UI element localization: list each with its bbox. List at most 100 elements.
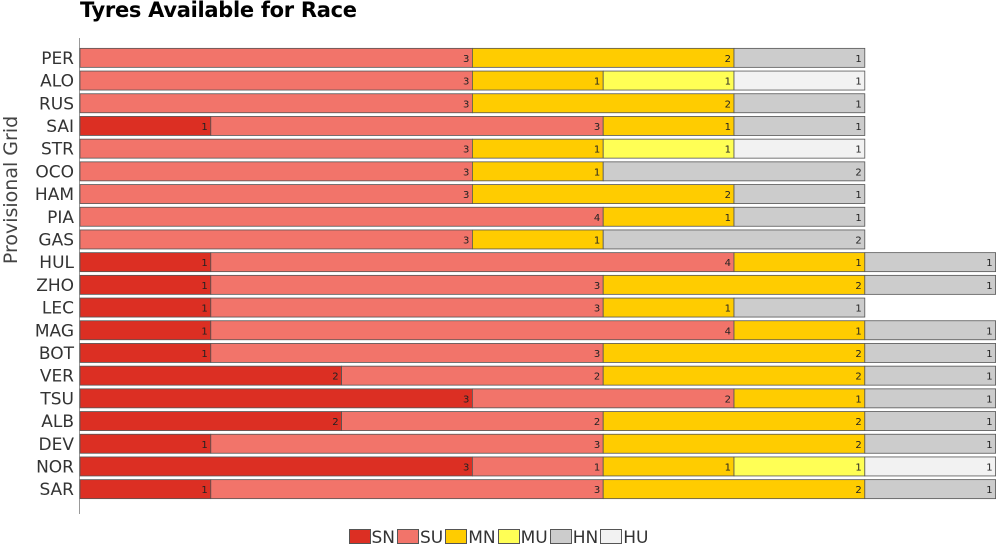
bar-segment <box>471 70 604 91</box>
bar-segment <box>602 70 735 91</box>
legend-swatch <box>445 529 468 544</box>
data-label: 2 <box>725 394 731 405</box>
bar-segment <box>733 388 866 409</box>
legend-label: HN <box>572 528 599 548</box>
legend-swatch <box>348 529 371 544</box>
bar-segment <box>733 206 866 227</box>
bar-segment <box>864 343 996 363</box>
bar-segment <box>471 184 735 204</box>
y-tick-label: VER <box>40 367 74 387</box>
data-label: 2 <box>594 372 600 383</box>
bar-segment <box>210 274 604 295</box>
bar-segment <box>864 411 996 431</box>
data-label: 1 <box>725 304 731 315</box>
bar-segment <box>79 138 473 159</box>
data-label: 1 <box>855 213 861 224</box>
bar-segment <box>733 138 866 159</box>
data-label: 3 <box>463 235 469 246</box>
data-label: 1 <box>201 258 207 269</box>
bar-segment <box>79 229 473 250</box>
bar-segment <box>79 388 473 409</box>
legend-swatch <box>549 529 572 544</box>
bar-segment <box>864 274 996 295</box>
y-tick-label: PER <box>41 49 74 69</box>
y-tick-label: PIA <box>47 208 74 228</box>
data-label: 2 <box>332 417 338 428</box>
data-label: 2 <box>855 167 861 178</box>
data-label: 1 <box>201 349 207 360</box>
data-label: 1 <box>725 462 731 473</box>
data-label: 1 <box>201 440 207 451</box>
bar-segment <box>79 343 212 363</box>
bar-segment <box>79 411 343 431</box>
data-label: 2 <box>594 417 600 428</box>
data-label: 3 <box>594 122 600 133</box>
legend-swatch <box>397 529 420 544</box>
data-label: 1 <box>725 213 731 224</box>
bar-segment <box>602 343 866 363</box>
bar-segment <box>341 365 604 386</box>
bar-segment <box>864 433 996 454</box>
bar-segment <box>79 320 212 341</box>
data-label: 1 <box>855 145 861 156</box>
bar-segment <box>733 47 866 68</box>
data-label: 3 <box>594 440 600 451</box>
data-label: 1 <box>201 326 207 337</box>
legend: SN SU MN MU HN HU <box>0 528 997 548</box>
data-label: 1 <box>725 145 731 156</box>
legend-item: HU <box>600 528 649 548</box>
bar-segment <box>210 252 735 273</box>
bar-segment <box>733 320 866 341</box>
data-label: 1 <box>986 394 992 405</box>
data-label: 1 <box>855 77 861 88</box>
chart-title: Tyres Available for Race <box>80 0 357 22</box>
y-tick-label: GAS <box>38 230 74 250</box>
data-label: 1 <box>201 304 207 315</box>
data-label: 4 <box>725 326 731 337</box>
data-label: 3 <box>463 394 469 405</box>
bar-segment <box>471 138 604 159</box>
data-label: 3 <box>463 190 469 201</box>
bar-segment <box>733 184 866 204</box>
bar-segment <box>79 365 343 386</box>
data-label: 1 <box>986 372 992 383</box>
data-label: 1 <box>986 417 992 428</box>
bar-segment <box>79 70 473 91</box>
data-label: 1 <box>725 77 731 88</box>
data-label: 1 <box>201 122 207 133</box>
y-tick-label: HUL <box>39 253 74 273</box>
bar-segment <box>602 433 866 454</box>
bar-segment <box>602 274 866 295</box>
data-label: 3 <box>463 99 469 110</box>
bar-segment <box>602 297 735 318</box>
data-label: 4 <box>725 258 731 269</box>
bar-segment <box>210 479 604 500</box>
bar-segment <box>471 47 735 68</box>
data-label: 1 <box>986 462 992 473</box>
data-label: 3 <box>594 304 600 315</box>
data-label: 1 <box>855 462 861 473</box>
data-label: 1 <box>986 326 992 337</box>
data-label: 1 <box>986 485 992 496</box>
data-label: 3 <box>594 281 600 292</box>
legend-item: MN <box>445 528 496 548</box>
bar-segment <box>79 479 212 500</box>
data-label: 3 <box>594 485 600 496</box>
bar-segment <box>79 297 212 318</box>
legend-label: MU <box>520 528 548 548</box>
bar-segment <box>210 297 604 318</box>
bar-segment <box>864 252 996 273</box>
bar-segment <box>471 161 604 182</box>
bar-segment <box>602 411 866 431</box>
legend-swatch <box>497 529 520 544</box>
bar-segment <box>471 388 735 409</box>
data-label: 1 <box>855 258 861 269</box>
data-label: 1 <box>855 394 861 405</box>
bar-segment <box>79 184 473 204</box>
bar-segment <box>733 116 866 136</box>
y-tick-label: ZHO <box>36 276 74 296</box>
bar-segment <box>79 93 473 114</box>
bar-segment <box>471 93 735 114</box>
data-label: 1 <box>725 122 731 133</box>
